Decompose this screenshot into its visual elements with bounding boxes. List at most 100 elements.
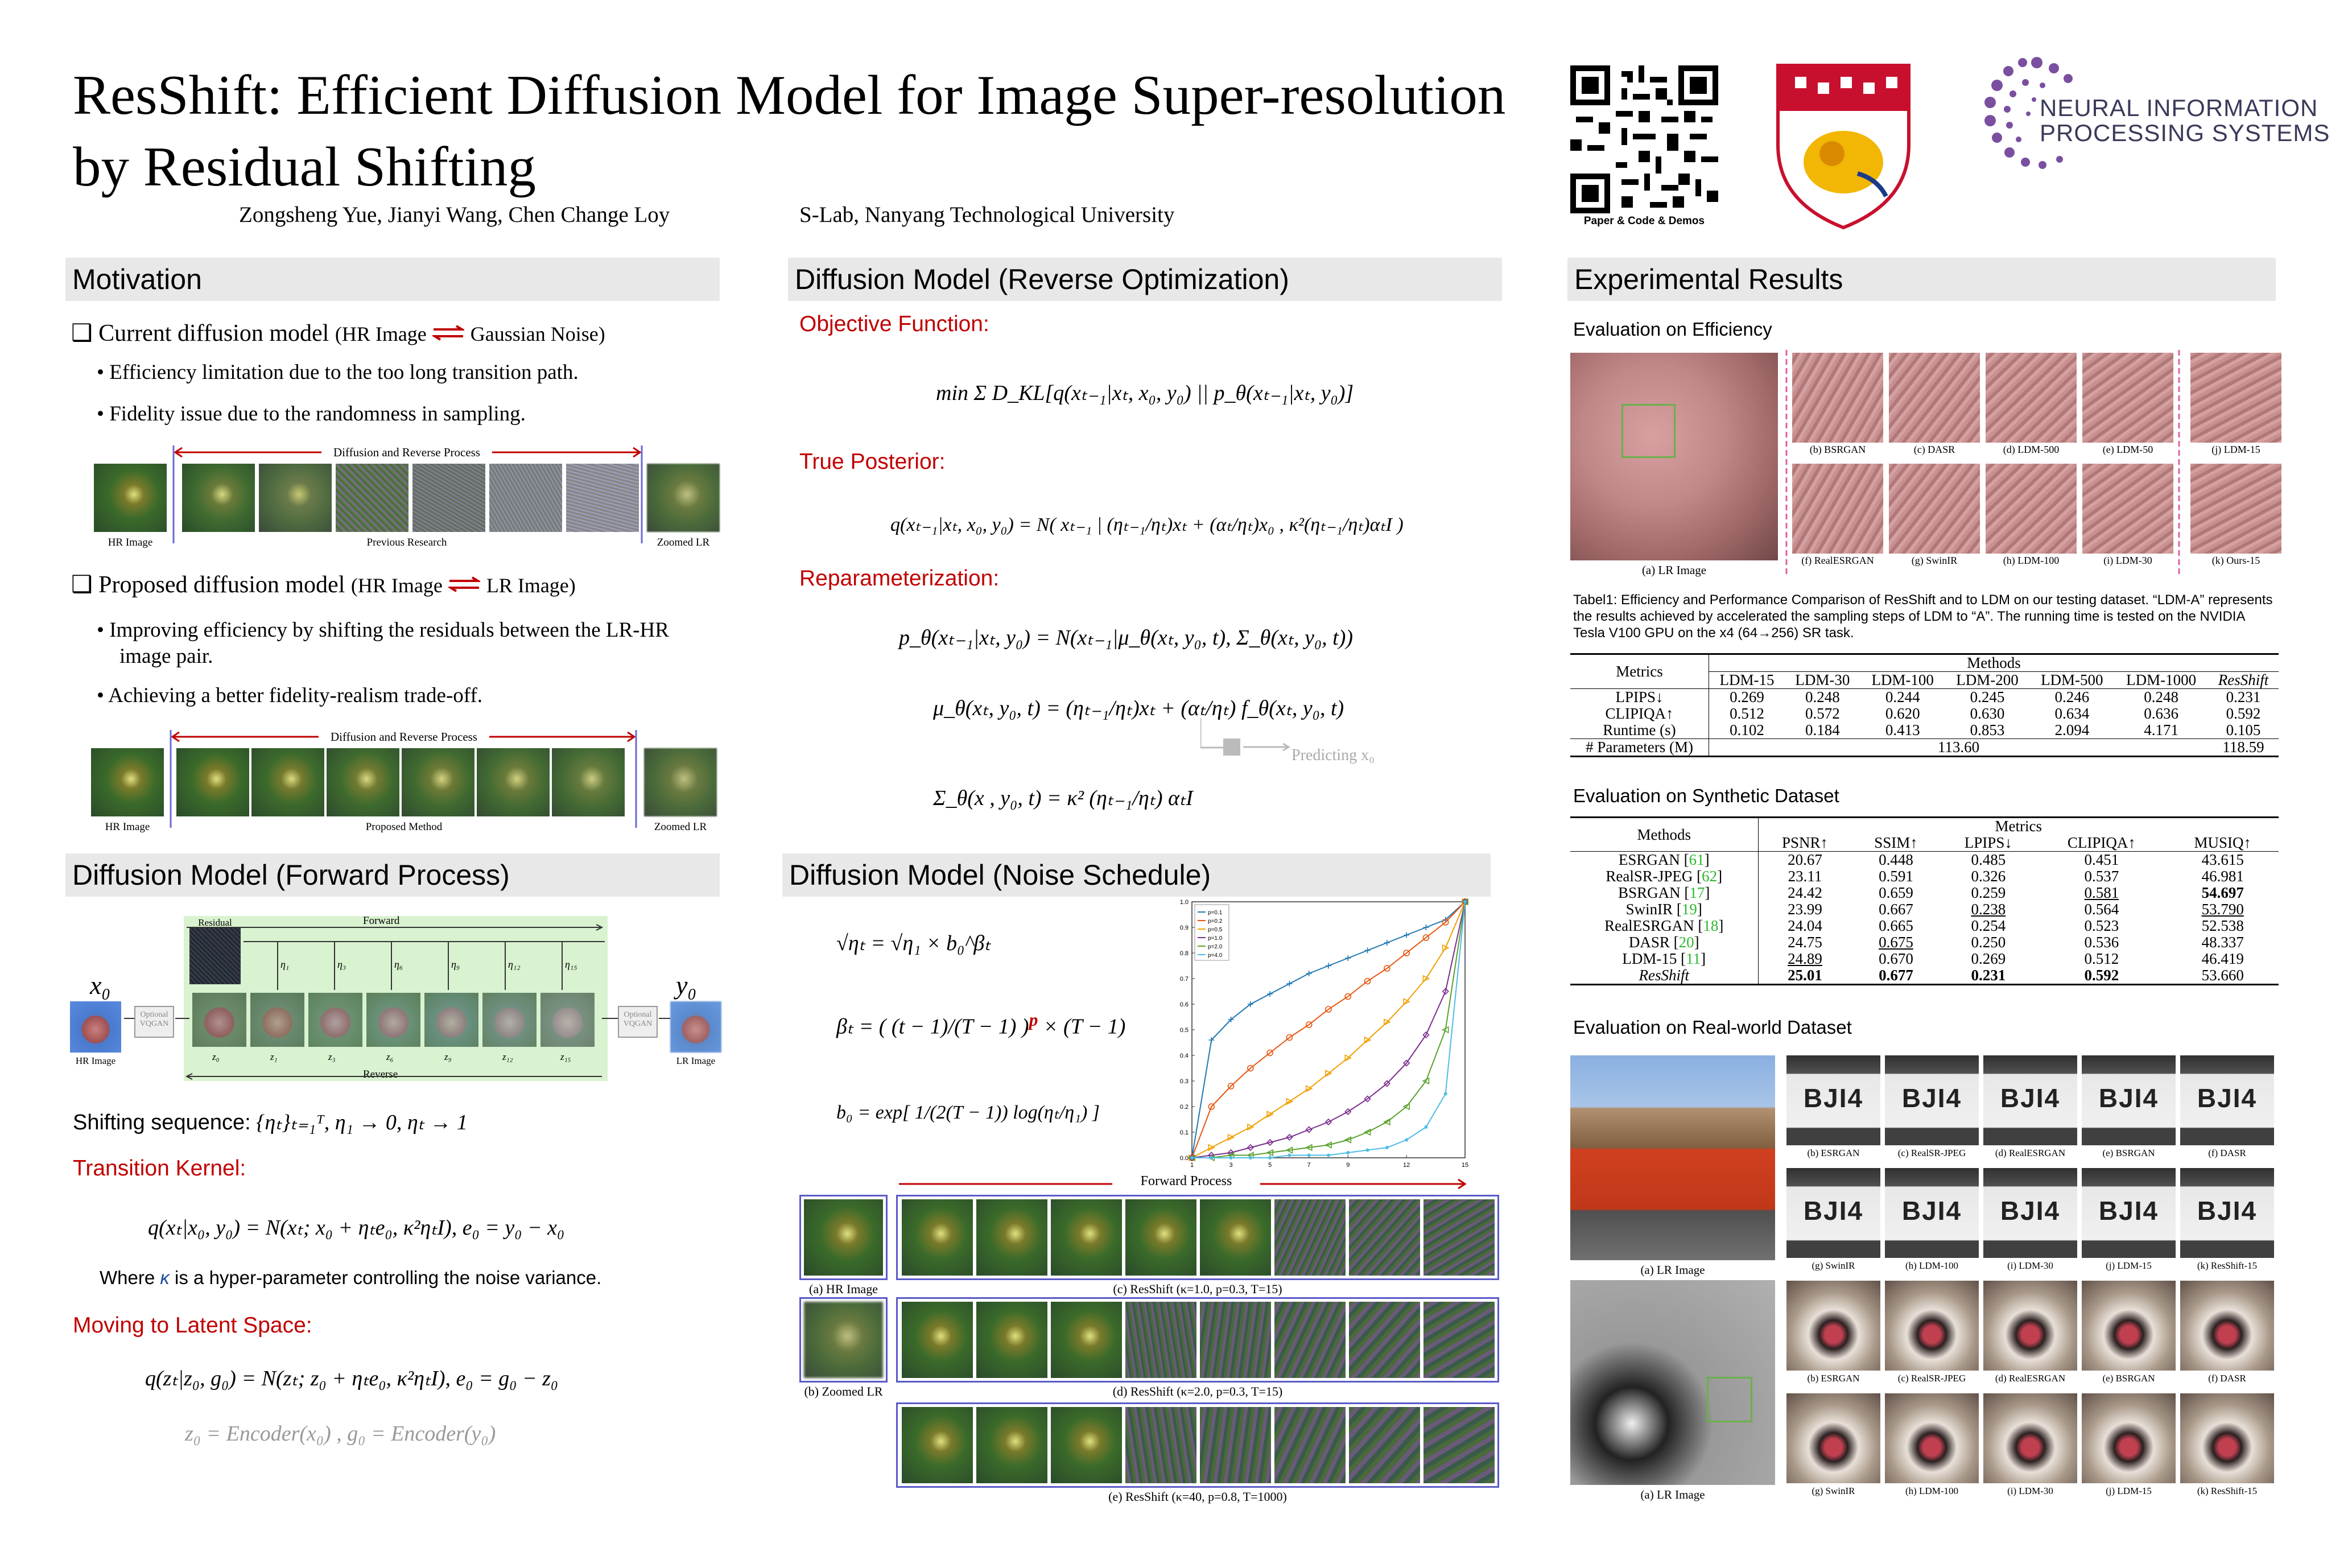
reparam-label: Reparameterization: <box>799 566 1000 591</box>
y-tick-label: 0.0 <box>1180 1155 1189 1162</box>
table1-row-label: Runtime (s) <box>1570 722 1710 739</box>
plate-text: BJI4 <box>1901 1083 1962 1113</box>
plate-text: BJI4 <box>2197 1196 2258 1225</box>
real-result-caption: (g) SwinIR <box>1812 1486 1855 1496</box>
ntu-crest-logo <box>1772 60 1914 230</box>
real-result-image <box>2082 1393 2176 1483</box>
fig1-hr-label: HR Image <box>108 537 153 548</box>
motivation-figure-2: Diffusion and Reverse Process HR Image P… <box>91 725 717 839</box>
table2-row-label: ESRGAN [61] <box>1570 851 1759 868</box>
data-point <box>1403 998 1410 1005</box>
data-point <box>1208 1103 1215 1110</box>
noise-heading: Diffusion Model (Noise Schedule) <box>782 853 1491 897</box>
table1-cell: 0.269 <box>1730 688 1764 705</box>
table2-col-header: LPIPS↓ <box>1964 834 2012 851</box>
proposed-bullet-1: • Improving efficiency by shifting the r… <box>97 618 669 668</box>
data-point <box>1190 1156 1194 1160</box>
table1-params-ldm: 113.60 <box>1937 738 1980 756</box>
noise-eq2: βₜ = ( (t − 1)/(T − 1) )p × (T − 1) <box>836 1010 1126 1039</box>
y-tick-label: 1.0 <box>1180 899 1189 906</box>
data-point <box>1422 934 1430 941</box>
data-point <box>1384 965 1390 972</box>
forward-step-image <box>902 1199 973 1276</box>
table2-cell: 53.790 <box>2201 901 2244 918</box>
z-label-0: z₀ <box>212 1051 220 1062</box>
latent-space-label: Moving to Latent Space: <box>73 1313 312 1338</box>
table1-cell: 0.244 <box>1885 688 1920 705</box>
table1-cell: 0.636 <box>2144 705 2178 722</box>
z-balloon-2 <box>308 993 362 1047</box>
table2-cell: 46.981 <box>2201 868 2244 885</box>
efficiency-figure: (a) LR Image (b) BSRGAN (c) DASR (d) LDM-5… <box>1567 350 2284 583</box>
x-tick-label: 12 <box>1403 1162 1410 1169</box>
table2-cell: 0.326 <box>1971 868 2006 885</box>
table1-cell: 0.634 <box>2054 705 2090 722</box>
table2-metrics-header: Metrics <box>1995 818 2042 835</box>
data-point <box>1442 988 1449 995</box>
data-point <box>1327 1153 1330 1157</box>
eff-green-box <box>1621 404 1676 458</box>
real-result-image: BJI4 <box>1786 1055 1880 1145</box>
legend-label: p=2.0 <box>1208 944 1223 950</box>
eff-result-caption: (g) SwinIR <box>1911 555 1958 566</box>
citation[interactable]: 18 <box>1703 917 1719 934</box>
data-point <box>1247 1064 1254 1072</box>
table2-cell: 0.269 <box>1971 950 2006 967</box>
forward-diagram: x₀ y₀ HR Image LR Image Optional VQGAN O… <box>67 910 721 1087</box>
reparam-eq3: Σ_θ(x , y₀, t) = κ² (ηₜ₋₁/ηₜ) αₜI <box>933 786 1193 810</box>
table2-row-label: RealSR-JPEG [62] <box>1570 868 1759 885</box>
table2-cell: 0.667 <box>1879 901 1913 918</box>
synthetic-heading: Evaluation on Synthetic Dataset <box>1573 785 1839 806</box>
real-result-caption: (j) LDM-15 <box>2106 1260 2152 1271</box>
fig2-seq-6 <box>552 748 625 816</box>
data-point <box>1384 1018 1391 1026</box>
row-c-images <box>902 1199 1496 1276</box>
table2-cell: 0.254 <box>1971 917 2006 934</box>
noise-hr-caption: (a) HR Image <box>809 1282 878 1296</box>
fig2-hr-image <box>91 748 164 816</box>
data-point <box>1325 1006 1332 1013</box>
neurips-swirl-icon <box>1984 57 2073 169</box>
objective-eq: min Σ D_KL[q(xₜ₋₁|xₜ, x₀, y₀) || p_θ(xₜ₋… <box>936 381 1354 405</box>
table1-col-header: LDM-30 <box>1795 671 1850 688</box>
forward-step-image <box>1200 1302 1271 1378</box>
fig2-seq-5 <box>477 748 550 816</box>
results-heading: Experimental Results <box>1567 258 2276 301</box>
affiliation: S-Lab, Nanyang Technological University <box>799 203 1175 227</box>
eff-result-image <box>2082 464 2173 554</box>
table2-row-label: LDM-15 [11] <box>1570 950 1759 967</box>
fig2-lr-image <box>644 748 717 816</box>
eff-grid: (b) BSRGAN (c) DASR (d) LDM-500 (e) LDM-50 (… <box>1792 353 2287 580</box>
table2-cell: 20.67 <box>1788 851 1822 868</box>
citation[interactable]: 61 <box>1689 851 1705 868</box>
real-result-image <box>1786 1393 1880 1483</box>
table2-cell: 24.75 <box>1788 934 1822 951</box>
citation[interactable]: 11 <box>1686 950 1701 967</box>
series-line-p=2.0 <box>1192 901 1466 1158</box>
table2-row-label: BSRGAN [17] <box>1570 884 1759 901</box>
shifting-sequence: Shifting sequence: {ηₜ}ₜ₌₁ᵀ, η₁ → 0, ηₜ … <box>73 1111 468 1134</box>
citation[interactable]: 20 <box>1678 934 1694 951</box>
noise-eq1: √ηₜ = √η₁ × b₀^βₜ <box>836 931 991 955</box>
data-point <box>1403 1059 1410 1067</box>
reverse-heading: Diffusion Model (Reverse Optimization) <box>788 258 1502 301</box>
eta-label-5: η₁₂ <box>508 959 521 970</box>
table2-cell: 43.615 <box>2201 851 2244 868</box>
fig2-seq-4 <box>402 748 474 816</box>
citation[interactable]: 19 <box>1681 901 1697 918</box>
y-tick-label: 0.3 <box>1180 1078 1189 1085</box>
data-point <box>1422 975 1430 983</box>
authors: Zongsheng Yue, Jianyi Wang, Chen Change … <box>239 203 670 227</box>
citation[interactable]: 62 <box>1702 868 1718 885</box>
real-result-caption: (i) LDM-30 <box>2007 1486 2053 1496</box>
citation[interactable]: 17 <box>1689 884 1705 901</box>
qr-code[interactable] <box>1570 65 1718 213</box>
transition-kernel-eq: q(xₜ|x₀, y₀) = N(xₜ; x₀ + ηₜe₀, κ²ηₜI), … <box>148 1216 565 1240</box>
forward-step-image <box>1423 1407 1495 1483</box>
table1-row-label: LPIPS↓ <box>1570 688 1710 705</box>
table1-caption: Tabel1: Efficiency and Performance Compa… <box>1573 592 2273 641</box>
motivation-heading: Motivation <box>65 258 720 301</box>
forward-step-image <box>1051 1302 1122 1378</box>
data-point <box>1305 1126 1313 1133</box>
data-point <box>1405 1138 1409 1142</box>
